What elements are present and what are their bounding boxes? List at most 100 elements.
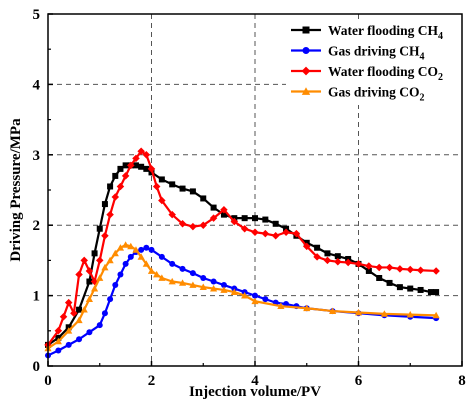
data-point [148,246,155,253]
data-point [86,278,93,285]
data-point [169,260,176,267]
data-point [178,279,187,286]
legend-label: Gas driving CH4 [328,44,425,63]
legend-entry: Water flooding CO2 [291,64,443,83]
data-point [334,253,341,260]
data-point [111,249,119,257]
data-point [230,217,239,226]
data-point [427,289,434,296]
data-point [75,270,83,279]
data-point [251,297,259,305]
data-point [407,285,414,292]
y-tick-label: 1 [33,289,41,305]
legend-label: Gas driving CO2 [328,85,425,104]
data-point [127,161,135,170]
data-point [132,162,139,169]
data-point [96,225,103,232]
data-point [106,256,114,264]
data-point [142,260,150,267]
data-point [313,253,321,261]
data-point [252,215,258,222]
data-point [132,154,140,163]
data-point [91,250,98,257]
data-point [261,229,270,238]
series-2 [45,244,440,359]
data-point [200,275,207,281]
data-point [432,267,440,275]
x-tick-label: 0 [44,373,52,389]
data-point [142,151,151,159]
data-point [406,265,414,274]
data-point [168,277,176,285]
data-point [59,312,68,321]
data-point [365,262,373,270]
data-point [137,253,145,260]
data-point [54,327,63,335]
data-point [334,258,342,266]
legend-entry: Water flooding CH4 [291,23,443,42]
data-point [96,274,104,281]
data-point [55,347,62,354]
x-tick-label: 6 [355,373,363,389]
data-point [152,182,161,191]
data-point [262,216,269,223]
data-point [354,308,363,316]
data-point [121,172,130,180]
data-point [86,329,93,336]
data-point [282,228,290,236]
data-point [179,185,186,192]
legend-label-text: Water flooding CH [328,23,439,38]
data-point [210,284,218,292]
data-point [64,298,73,307]
data-point [80,256,88,265]
legend-label-subscript: 4 [438,31,443,42]
data-point [90,284,99,292]
legend-marker [301,87,311,95]
data-point [107,296,114,303]
data-point [376,275,383,281]
series-3 [44,147,440,349]
data-point [80,306,88,313]
data-point [111,193,120,201]
data-point [251,228,259,236]
legend-label-text: Water flooding CO [328,64,438,79]
data-point [189,281,197,288]
data-point [158,176,165,183]
data-point [101,263,109,271]
data-point [116,244,125,251]
legend-label-subscript: 2 [438,72,443,83]
data-point [122,241,130,248]
legend-marker [301,66,311,76]
series-line [47,243,437,350]
data-point [277,302,285,310]
data-point [220,211,227,218]
data-point [96,322,103,329]
y-tick-label: 4 [33,77,41,93]
legend-marker [302,26,310,34]
data-point [169,181,176,188]
series-line [47,164,437,346]
series-group [44,147,440,359]
data-point [385,263,394,272]
data-point [96,256,104,265]
data-point [179,265,186,272]
data-point [272,220,279,227]
data-point [262,296,269,303]
data-point [303,242,311,251]
data-point [386,279,393,286]
legend-entry: Gas driving CO2 [291,85,425,104]
data-point [271,232,280,240]
data-point [158,274,166,281]
legend-label-text: Gas driving CO [328,85,420,100]
y-tick-label: 0 [33,359,41,375]
data-point [75,316,83,324]
series-4 [44,241,440,352]
data-point [416,266,425,275]
data-point [189,188,196,195]
data-point [137,147,145,156]
data-point [189,270,196,277]
data-point [85,295,93,302]
data-point [241,215,248,222]
